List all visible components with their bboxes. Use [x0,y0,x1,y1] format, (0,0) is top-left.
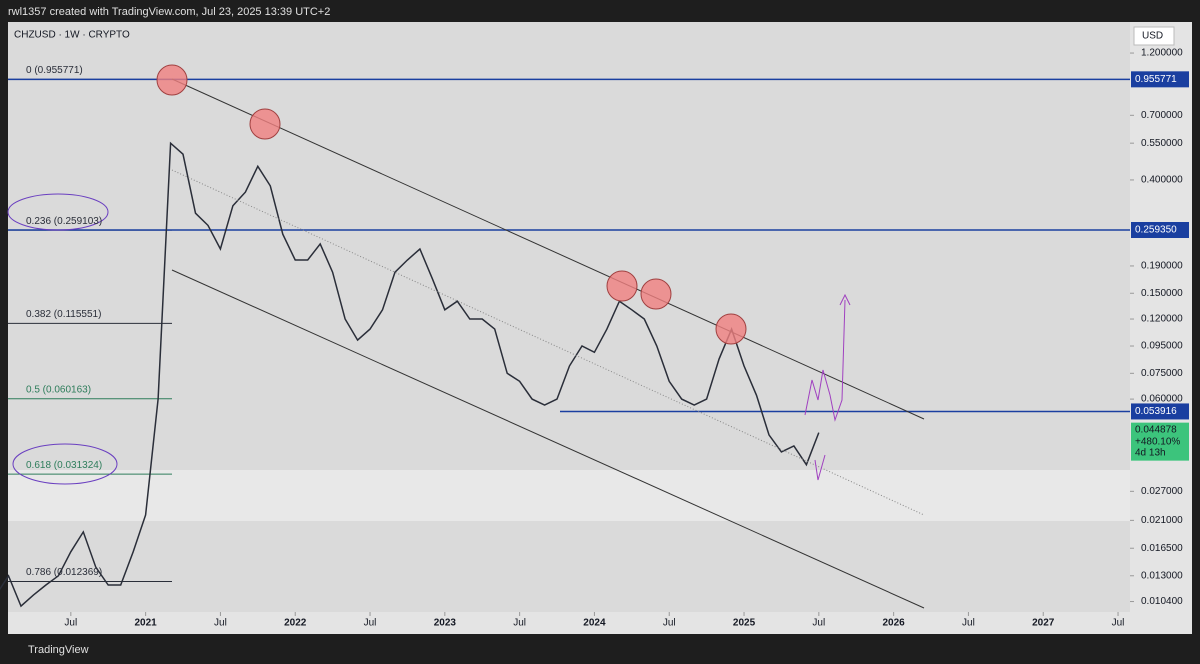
x-tick-label: 2024 [583,618,606,629]
x-tick-label: 2025 [733,618,756,629]
x-tick-label: Jul [812,618,825,629]
x-tick-label: 2026 [883,618,906,629]
x-tick-label: 2021 [135,618,158,629]
price-axis [1130,22,1192,612]
level-label: 0.259350 [1135,225,1177,236]
currency: USD [1142,31,1163,42]
x-tick-label: 2022 [284,618,307,629]
y-tick-label: 0.060000 [1141,394,1183,405]
zone [8,470,1130,521]
y-tick-label: 1.200000 [1141,48,1183,59]
x-tick-label: Jul [513,618,526,629]
time-axis [8,612,1192,634]
footer [0,634,1200,664]
x-tick-label: Jul [663,618,676,629]
y-tick-label: 0.013000 [1141,570,1183,581]
y-tick-label: 0.010400 [1141,596,1183,607]
note-circle [7,193,109,231]
y-tick-label: 0.027000 [1141,486,1183,497]
x-tick-label: Jul [64,618,77,629]
level-box [1131,71,1189,88]
price-line [0,141,820,608]
level-label: 0.053916 [1135,406,1177,417]
fib-label: 0.382 (0.115551) [26,309,101,320]
fib-label: 0 (0.955771) [26,65,83,76]
x-tick-label: 2023 [434,618,457,629]
touch [249,108,281,140]
y-tick-label: 0.095000 [1141,341,1183,352]
note-circle [12,443,118,485]
y-tick-label: 0.550000 [1141,138,1183,149]
y-tick-label: 0.700000 [1141,110,1183,121]
x-tick-label: Jul [962,618,975,629]
level-label: 0.955771 [1135,74,1177,85]
symbol: CHZUSD · 1W · CRYPTO [14,30,130,41]
labels: 1.200000 0.700000 0.550000 0.400000 0.190000… [26,48,1189,629]
fib-label: 0.618 (0.031324) [26,460,102,471]
y-tick-label: 0.075000 [1141,368,1183,379]
touch [606,270,638,302]
touch [156,64,188,96]
current-countdown: 4d 13h [1135,447,1166,458]
currency-box [1133,26,1175,46]
fib-label: 0.5 (0.060163) [26,384,91,395]
current-price: 0.044878 [1135,424,1177,435]
y-tick-label: 0.150000 [1141,288,1183,299]
projection [814,454,826,481]
drawings [7,64,925,609]
y-tick-label: 0.190000 [1141,261,1183,272]
plot-area [8,22,1130,612]
x-tick-label: 2027 [1032,618,1055,629]
level-box [1131,403,1189,420]
channel-bottom [171,269,925,609]
y-tick-label: 0.021000 [1141,515,1183,526]
touch [640,278,672,310]
y-tick-label: 0.016500 [1141,543,1183,554]
fib-label: 0.786 (0.012369) [26,567,102,578]
touch [715,313,747,345]
brand: TradingView [28,644,89,656]
current-box [1131,422,1189,461]
x-tick-label: Jul [1112,618,1125,629]
projection [804,293,851,422]
x-tick-label: Jul [364,618,377,629]
level-box [1131,222,1189,239]
channel-top [171,78,925,420]
y-tick-label: 0.120000 [1141,314,1183,325]
x-tick-label: Jul [214,618,227,629]
current-change: +480.10% [1135,436,1180,447]
caption: rwl1357 created with TradingView.com, Ju… [8,6,330,18]
plot [0,78,1130,608]
fib-label: 0.236 (0.259103) [26,216,102,227]
y-tick-label: 0.400000 [1141,175,1183,186]
